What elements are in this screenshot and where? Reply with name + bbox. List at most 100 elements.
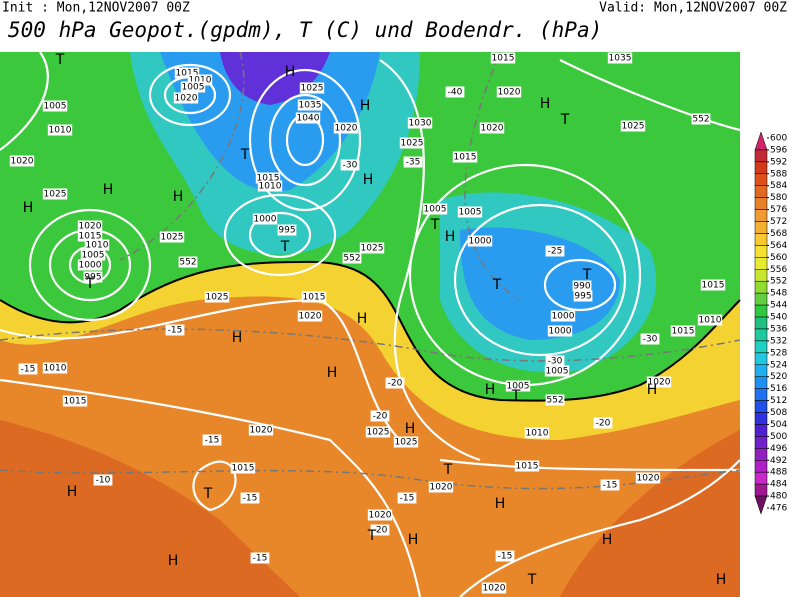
pressure-center: H — [232, 330, 243, 346]
contour-label: 1005 — [546, 367, 569, 377]
contour-label: 990 — [573, 282, 590, 292]
contour-label: 1010 — [526, 429, 549, 439]
label-box — [9, 155, 35, 167]
label-box — [490, 52, 516, 64]
contour-label: -10 — [96, 476, 111, 486]
label-box — [165, 324, 185, 336]
contour-label: 1020 — [11, 157, 34, 167]
colorbar-label: 568 — [770, 229, 787, 239]
label-box — [257, 180, 283, 192]
label-box — [173, 92, 199, 104]
pressure-center: T — [527, 572, 537, 588]
label-box — [607, 52, 633, 64]
pressure-center: H — [445, 229, 456, 245]
contour-label: 1015 — [303, 293, 326, 303]
colorbar-segment — [754, 460, 768, 473]
colorbar-segment — [754, 149, 768, 163]
colorbar-label: 508 — [770, 408, 787, 418]
colorbar-segment — [754, 233, 768, 246]
colorbar-segment — [754, 448, 768, 461]
blue-region — [460, 227, 620, 340]
colorbar-segment — [754, 340, 768, 354]
contour-label: 552 — [179, 258, 196, 268]
colorbar-label: 572 — [770, 217, 787, 227]
contour-label: 1010 — [49, 126, 72, 136]
label-box — [640, 333, 660, 345]
pressure-center: T — [430, 217, 440, 233]
contour-552 — [0, 260, 741, 402]
colorbar-segment — [754, 316, 768, 330]
label-box — [481, 582, 507, 594]
contour-label: 1005 — [82, 251, 105, 261]
label-box — [550, 310, 576, 322]
contour-label: 1020 — [430, 483, 453, 493]
contour-label: 1025 — [361, 244, 384, 254]
colorbar-label: 600 — [770, 134, 787, 144]
label-box — [545, 245, 565, 257]
colorbar-label: 480 — [770, 492, 787, 502]
colorbar-label: 540 — [770, 313, 787, 323]
contour-label: -30 — [643, 335, 658, 345]
contour-label: -30 — [548, 357, 563, 367]
contour-label: 1020 — [648, 378, 671, 388]
label-box — [403, 156, 423, 168]
pressure-center: T — [280, 239, 290, 255]
pressure-center: H — [363, 172, 374, 188]
colorbar-label: 576 — [770, 205, 787, 215]
label-box — [505, 380, 531, 392]
colorbar-label: 544 — [770, 301, 787, 311]
pressure-center: H — [67, 484, 78, 500]
label-box — [399, 137, 425, 149]
purple-region — [220, 52, 330, 105]
label-box — [359, 242, 385, 254]
label-box — [370, 524, 390, 536]
colorbar-segment — [754, 197, 768, 210]
colorbar-label: 560 — [770, 253, 787, 263]
contour-label: 1015 — [232, 464, 255, 474]
pressure-center: H — [285, 64, 296, 80]
contour-label: 1015 — [492, 54, 515, 64]
colorbar-label: 516 — [770, 384, 787, 394]
contour-label: 995 — [574, 292, 591, 302]
pressure-center: H — [495, 496, 506, 512]
contour-label: 1020 — [637, 474, 660, 484]
label-box — [77, 230, 103, 242]
contour-label: 1015 — [257, 174, 280, 184]
label-box — [495, 550, 515, 562]
contour-label: -20 — [388, 379, 403, 389]
label-box — [385, 377, 405, 389]
pressure-center: H — [357, 311, 368, 327]
colorbar-label: 548 — [770, 289, 787, 299]
label-box — [42, 100, 68, 112]
label-box — [370, 410, 390, 422]
label-box — [691, 113, 711, 125]
colorbar-label: 484 — [770, 480, 787, 490]
colorbar-label: 524 — [770, 360, 787, 370]
colorbar-label: 504 — [770, 420, 787, 430]
label-box — [547, 325, 573, 337]
label-box — [620, 120, 646, 132]
colorbar-segment — [754, 328, 768, 342]
colorbar-segment — [754, 388, 768, 401]
colorbar-label: 556 — [770, 265, 787, 275]
contour-label: 1035 — [609, 54, 632, 64]
contour-label: 1015 — [672, 327, 695, 337]
contour-label: 1005 — [44, 102, 67, 112]
label-box — [572, 280, 592, 292]
label-box — [250, 552, 270, 564]
contour-label: 1035 — [299, 101, 322, 111]
label-box — [174, 67, 200, 79]
pressure-center: H — [647, 382, 658, 398]
label-box — [514, 460, 540, 472]
colorbar-segment — [754, 221, 768, 234]
label-box — [700, 279, 726, 291]
label-box — [42, 188, 68, 200]
colorbar-label: 500 — [770, 432, 787, 442]
contour-label: 1015 — [79, 232, 102, 242]
label-box — [524, 427, 550, 439]
warm-region — [0, 420, 300, 597]
label-box — [180, 81, 206, 93]
colorbar-segment — [754, 436, 768, 449]
colorbar-label: 476 — [770, 504, 787, 514]
label-box — [83, 271, 103, 283]
